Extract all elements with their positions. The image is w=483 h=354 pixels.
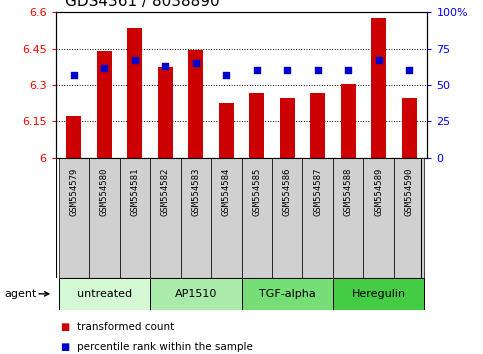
Bar <box>310 93 326 158</box>
Point <box>284 68 291 73</box>
Point <box>131 57 139 63</box>
Bar <box>249 93 264 158</box>
Bar <box>341 84 356 158</box>
Text: untreated: untreated <box>77 289 132 299</box>
Text: GSM554588: GSM554588 <box>344 167 353 216</box>
Text: percentile rank within the sample: percentile rank within the sample <box>77 342 253 352</box>
Bar <box>333 278 425 310</box>
Bar <box>97 51 112 158</box>
Bar <box>181 158 211 278</box>
Text: GSM554584: GSM554584 <box>222 167 231 216</box>
Bar <box>242 278 333 310</box>
Text: GSM554590: GSM554590 <box>405 167 413 216</box>
Bar <box>280 98 295 158</box>
Text: GSM554589: GSM554589 <box>374 167 383 216</box>
Text: GSM554585: GSM554585 <box>252 167 261 216</box>
Point <box>192 60 199 66</box>
Text: ■: ■ <box>60 322 70 332</box>
Point <box>222 72 230 78</box>
Text: TGF-alpha: TGF-alpha <box>259 289 315 299</box>
Bar <box>150 278 242 310</box>
Bar <box>219 103 234 158</box>
Point <box>100 65 108 70</box>
Bar <box>242 158 272 278</box>
Text: Heregulin: Heregulin <box>352 289 406 299</box>
Bar <box>66 116 82 158</box>
Bar <box>58 158 89 278</box>
Text: GSM554582: GSM554582 <box>161 167 170 216</box>
Bar <box>188 50 203 158</box>
Text: transformed count: transformed count <box>77 322 174 332</box>
Point <box>161 63 169 69</box>
Text: AP1510: AP1510 <box>174 289 217 299</box>
Text: GSM554583: GSM554583 <box>191 167 200 216</box>
Bar <box>127 28 142 158</box>
Bar <box>401 98 417 158</box>
Bar <box>302 158 333 278</box>
Point <box>253 68 261 73</box>
Point <box>70 72 78 78</box>
Bar <box>157 67 173 158</box>
Text: GSM554581: GSM554581 <box>130 167 139 216</box>
Bar <box>333 158 363 278</box>
Text: GSM554580: GSM554580 <box>100 167 109 216</box>
Point <box>375 57 383 63</box>
Point <box>344 68 352 73</box>
Bar <box>394 158 425 278</box>
Point <box>405 68 413 73</box>
Bar <box>371 18 386 158</box>
Bar <box>89 158 120 278</box>
Bar <box>150 158 181 278</box>
Text: GSM554586: GSM554586 <box>283 167 292 216</box>
Text: GSM554587: GSM554587 <box>313 167 322 216</box>
Bar <box>363 158 394 278</box>
Text: ■: ■ <box>60 342 70 352</box>
Text: GSM554579: GSM554579 <box>70 167 78 216</box>
Text: GDS4361 / 8038890: GDS4361 / 8038890 <box>65 0 220 9</box>
Point <box>314 68 322 73</box>
Bar <box>211 158 242 278</box>
Bar <box>272 158 302 278</box>
Bar <box>58 278 150 310</box>
Bar <box>120 158 150 278</box>
Text: agent: agent <box>5 289 37 299</box>
